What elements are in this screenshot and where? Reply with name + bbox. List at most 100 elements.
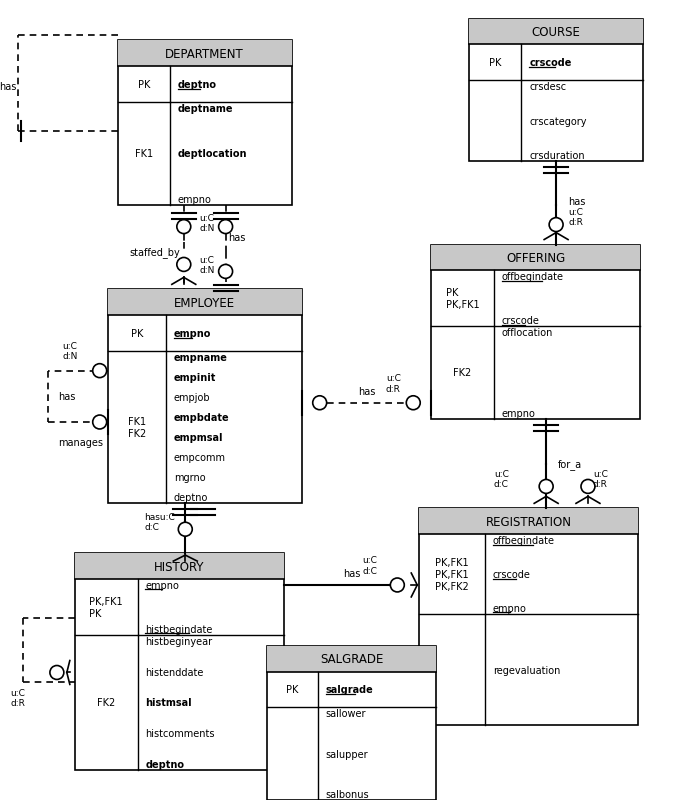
Text: crsduration: crsduration — [529, 151, 585, 160]
Text: has: has — [568, 196, 585, 206]
Text: REGISTRATION: REGISTRATION — [486, 515, 572, 528]
Circle shape — [178, 523, 193, 537]
Text: EMPLOYEE: EMPLOYEE — [174, 297, 235, 310]
Text: FK2: FK2 — [97, 698, 115, 707]
Bar — [469, 19, 643, 162]
Circle shape — [406, 396, 420, 410]
Text: sallower: sallower — [326, 708, 366, 719]
Text: has: has — [358, 387, 375, 396]
Bar — [267, 646, 436, 800]
Text: histbegindate: histbegindate — [146, 624, 213, 634]
Text: u:C
d:C: u:C d:C — [362, 556, 377, 575]
Text: u:C
d:R: u:C d:R — [593, 469, 608, 488]
Text: empinit: empinit — [174, 373, 216, 383]
Text: crscode: crscode — [493, 569, 531, 579]
Text: crscode: crscode — [502, 316, 540, 326]
Text: has: has — [343, 569, 360, 578]
Text: empcomm: empcomm — [174, 452, 226, 463]
Circle shape — [177, 258, 190, 272]
Bar — [117, 42, 292, 205]
Bar — [108, 290, 302, 316]
Text: PK,FK1
PK: PK,FK1 PK — [89, 597, 123, 618]
Text: FK1
FK2: FK1 FK2 — [128, 417, 146, 439]
Text: deptno: deptno — [178, 80, 217, 90]
Bar — [267, 646, 436, 672]
Text: crscategory: crscategory — [529, 116, 586, 127]
Text: empmsal: empmsal — [174, 432, 224, 443]
Text: u:C
d:N: u:C d:N — [199, 255, 215, 275]
Text: has: has — [228, 233, 246, 243]
Text: deptno: deptno — [174, 492, 208, 503]
Text: empno: empno — [174, 329, 211, 338]
Circle shape — [219, 265, 233, 279]
Bar — [75, 553, 284, 770]
Text: empno: empno — [502, 408, 535, 418]
Text: FK2: FK2 — [453, 368, 472, 378]
Text: COURSE: COURSE — [532, 26, 580, 39]
Text: u:C
d:N: u:C d:N — [199, 213, 215, 233]
Text: for_a: for_a — [558, 459, 582, 469]
Text: salupper: salupper — [326, 749, 368, 759]
Text: SALGRADE: SALGRADE — [320, 652, 383, 666]
Text: PK: PK — [489, 59, 502, 68]
Text: DEPARTMENT: DEPARTMENT — [166, 48, 244, 61]
Text: empjob: empjob — [174, 393, 210, 403]
Text: histmsal: histmsal — [146, 698, 192, 707]
Text: deptlocation: deptlocation — [178, 149, 247, 160]
Circle shape — [92, 415, 107, 429]
Text: u:C
d:N: u:C d:N — [62, 342, 77, 361]
Text: deptname: deptname — [178, 104, 233, 114]
Bar — [469, 19, 643, 46]
Circle shape — [177, 221, 190, 234]
Text: staffed_by: staffed_by — [129, 247, 180, 258]
Text: OFFERING: OFFERING — [506, 252, 565, 265]
Text: FK1: FK1 — [135, 149, 152, 160]
Circle shape — [313, 396, 326, 410]
Text: manages: manages — [58, 437, 103, 448]
Circle shape — [50, 666, 64, 679]
Bar — [108, 290, 302, 504]
Text: HISTORY: HISTORY — [154, 560, 204, 573]
Text: PK: PK — [130, 329, 143, 338]
Text: histbeginyear: histbeginyear — [146, 636, 213, 646]
Text: PK: PK — [137, 80, 150, 90]
Bar — [420, 508, 638, 535]
Bar — [431, 245, 640, 419]
Text: histenddate: histenddate — [146, 666, 204, 677]
Text: empname: empname — [174, 353, 228, 363]
Text: u:C
d:R: u:C d:R — [10, 688, 26, 707]
Text: has: has — [0, 82, 17, 91]
Text: u:C
d:R: u:C d:R — [386, 374, 401, 393]
Text: offbegindate: offbegindate — [502, 272, 564, 282]
Bar — [75, 553, 284, 579]
Circle shape — [539, 480, 553, 494]
Text: empno: empno — [146, 581, 179, 590]
Text: deptno: deptno — [146, 759, 184, 769]
Text: PK
PK,FK1: PK PK,FK1 — [446, 288, 480, 310]
Text: crscode: crscode — [529, 59, 571, 68]
Text: offbegindate: offbegindate — [493, 536, 555, 545]
Text: empno: empno — [493, 603, 526, 613]
Text: u:C
d:R: u:C d:R — [568, 208, 583, 227]
Text: salgrade: salgrade — [326, 685, 373, 695]
Circle shape — [391, 578, 404, 592]
Text: salbonus: salbonus — [326, 789, 369, 799]
Text: has: has — [58, 392, 75, 402]
Text: regevaluation: regevaluation — [493, 665, 560, 674]
Text: PK: PK — [286, 685, 299, 695]
Circle shape — [549, 218, 563, 233]
Bar — [431, 245, 640, 271]
Text: crsdesc: crsdesc — [529, 82, 566, 92]
Text: PK,FK1
PK,FK1
PK,FK2: PK,FK1 PK,FK1 PK,FK2 — [435, 557, 469, 591]
Circle shape — [219, 221, 233, 234]
Circle shape — [581, 480, 595, 494]
Text: u:C
d:C: u:C d:C — [494, 469, 509, 488]
Bar — [117, 42, 292, 67]
Text: hasu:C
d:C: hasu:C d:C — [145, 512, 175, 531]
Bar — [420, 508, 638, 726]
Text: empno: empno — [178, 194, 212, 205]
Text: empbdate: empbdate — [174, 413, 230, 423]
Text: mgrno: mgrno — [174, 472, 206, 483]
Text: offlocation: offlocation — [502, 328, 553, 338]
Text: histcomments: histcomments — [146, 728, 215, 739]
